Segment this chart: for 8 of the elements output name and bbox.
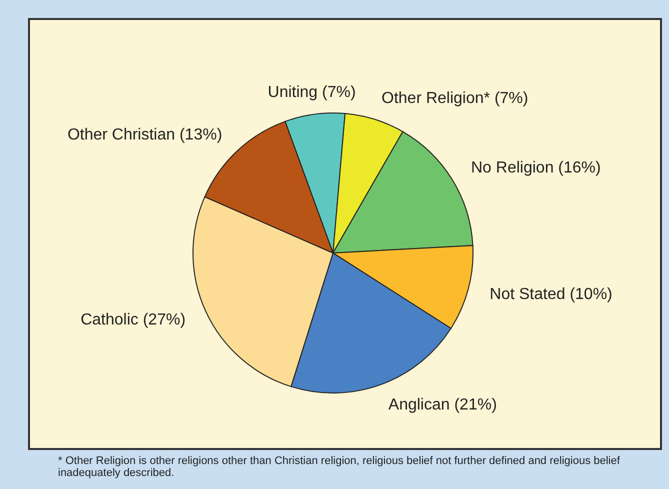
slice-label: Other Christian (13%) [67, 126, 222, 144]
slice-label: Catholic (27%) [80, 312, 186, 329]
text: * Other Religion is other religions other than Christian religion, religious belief not further defined and religious belief inadequately described. [58, 455, 621, 479]
slice-label: Other Religion* (7%) [382, 90, 528, 107]
slice-label: Not Stated (10%) [490, 286, 612, 303]
slice-label: Uniting (7%) [268, 84, 356, 101]
slice-label: No Religion (16%) [471, 160, 601, 177]
slice-label: Anglican (21%) [388, 396, 497, 414]
